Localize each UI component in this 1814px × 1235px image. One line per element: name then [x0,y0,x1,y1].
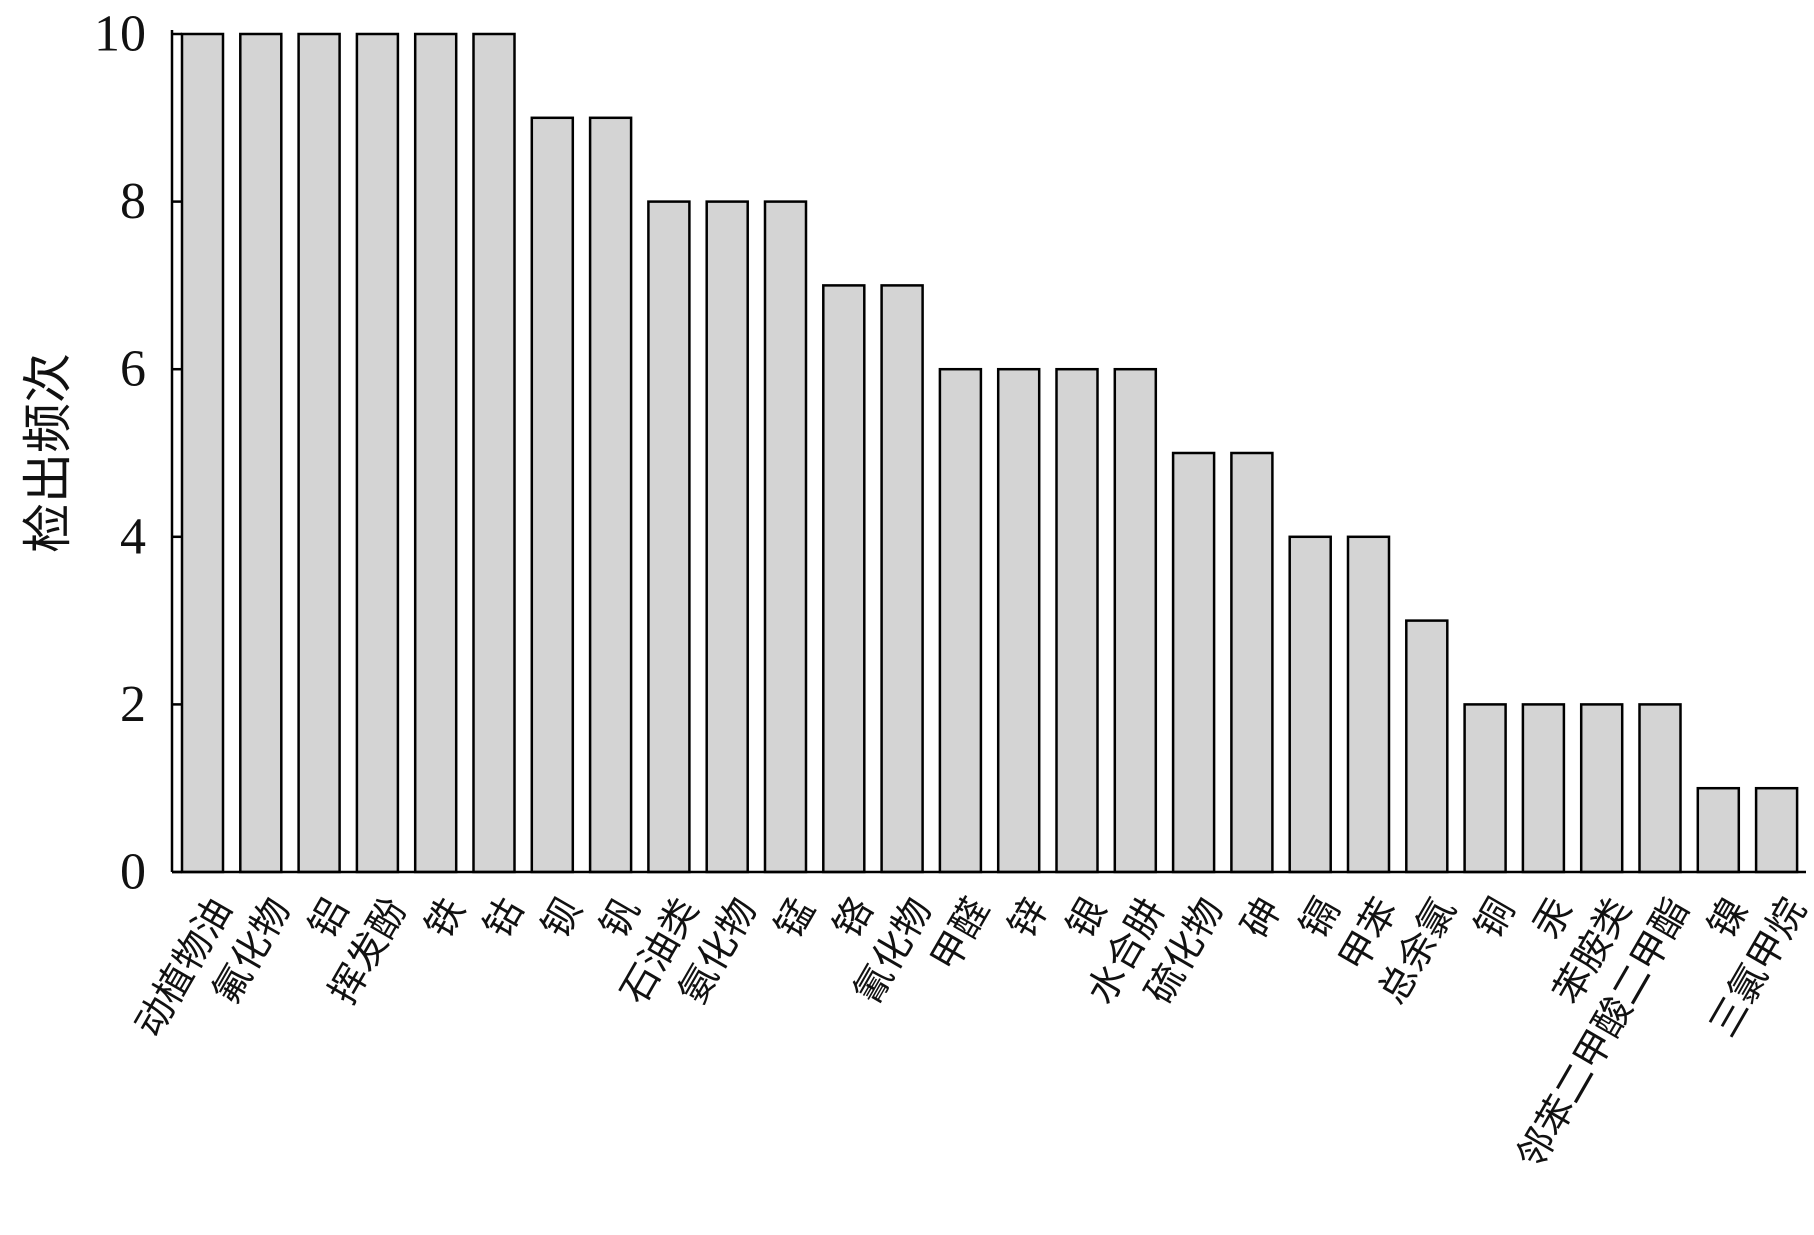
bar-苯胺类 [1579,703,1624,874]
x-category-label: 钡 [533,891,590,946]
bar-动植物油 [180,32,225,874]
bar-汞 [1521,703,1566,874]
bar-邻苯二甲酸二甲酯 [1638,703,1682,874]
bar-锌 [996,367,1041,874]
x-category-label: 镍 [1699,891,1756,946]
bar-铝 [297,32,341,874]
bar-钡 [530,116,575,874]
y-tick-label: 10 [94,6,146,63]
x-category-label: 银 [1058,891,1115,946]
x-category-label: 钒 [592,891,649,946]
x-category-label: 甲醛 [922,891,998,979]
bar-总余氯 [1405,619,1449,874]
bars-group [180,32,1799,874]
y-ticks-group: 0 2 4 6 8 10 [94,6,182,901]
x-category-label: 锰 [766,891,823,946]
bar-石油类 [647,200,691,874]
bar-铜 [1463,703,1507,874]
bar-铬 [822,284,866,874]
bar-氟化物 [239,32,283,874]
bar-钒 [588,116,633,874]
x-category-label: 镉 [1291,891,1348,946]
bar-挥发酚 [355,32,400,874]
bar-锰 [763,200,808,874]
bar-硫化物 [1171,451,1216,874]
x-category-label: 汞 [1524,891,1581,946]
x-category-label: 砷 [1233,891,1290,946]
bar-镍 [1696,786,1741,874]
bar-水合肼 [1113,367,1158,874]
bar-氰化物 [880,284,924,874]
x-category-label: 铜 [1466,891,1523,946]
x-category-label: 铬 [825,891,882,946]
y-tick-label: 2 [120,676,146,733]
bar-甲苯 [1346,535,1391,874]
x-category-label: 钴 [475,891,532,946]
y-tick-label: 8 [120,173,146,230]
bar-砷 [1230,451,1274,874]
y-tick-label: 6 [120,341,146,398]
y-axis-label: 检出频次 [19,353,77,553]
bar-钴 [472,32,516,874]
x-category-label: 铁 [417,891,474,946]
bar-三氯甲烷 [1754,786,1799,874]
bar-氨化物 [705,200,749,874]
bar-铁 [413,32,458,874]
bar-镉 [1288,535,1332,874]
bar-银 [1055,367,1099,874]
y-tick-label: 0 [120,844,146,901]
bar-甲醛 [938,367,983,874]
x-category-label: 锌 [1000,891,1057,946]
x-labels-group: 动植物油氟化物 铝挥发酚铁钴钡钒石油类氨化物锰铬氰化物甲醛锌银水合肼硫化物砷镉甲苯… [126,891,1814,1176]
x-category-label: 铝 [300,891,357,946]
axes-group [170,30,1806,874]
y-tick-label: 4 [120,508,146,565]
